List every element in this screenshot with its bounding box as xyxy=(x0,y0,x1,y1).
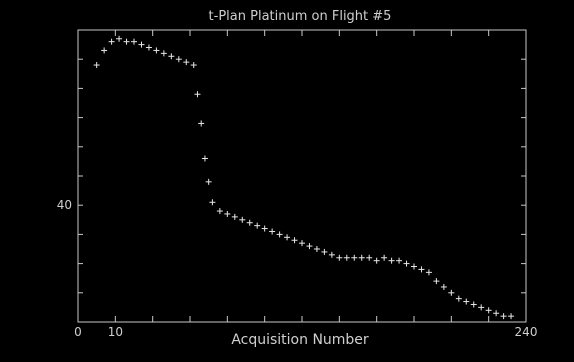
data-point xyxy=(508,313,515,320)
data-points xyxy=(93,35,515,320)
data-point xyxy=(455,295,462,302)
data-point xyxy=(463,298,470,305)
data-point xyxy=(153,47,160,54)
data-point xyxy=(183,59,190,66)
data-point xyxy=(216,208,223,215)
data-point xyxy=(93,62,100,69)
data-point xyxy=(313,246,320,252)
data-point xyxy=(448,289,455,296)
data-point xyxy=(261,225,268,232)
data-point xyxy=(485,307,492,314)
data-point xyxy=(366,254,373,261)
data-point xyxy=(388,257,395,264)
data-point xyxy=(175,56,182,63)
data-point xyxy=(198,120,205,127)
data-point xyxy=(373,257,380,264)
data-point xyxy=(269,228,276,235)
data-point xyxy=(470,301,477,308)
data-point xyxy=(321,248,328,255)
y-axis-ticks: 40 xyxy=(57,29,526,323)
data-point xyxy=(351,254,358,261)
x-tick-label: 10 xyxy=(108,325,123,339)
x-tick-label: 0 xyxy=(74,325,82,339)
y-tick-label: 40 xyxy=(57,198,72,212)
data-point xyxy=(284,234,291,241)
data-point xyxy=(194,91,201,98)
data-point xyxy=(425,269,432,276)
chart-title: t-Plan Platinum on Flight #5 xyxy=(209,9,392,24)
data-point xyxy=(108,38,115,45)
x-tick-label: 240 xyxy=(515,325,538,339)
data-point xyxy=(299,240,305,247)
data-point xyxy=(291,237,298,244)
data-point xyxy=(500,313,507,320)
plot-area xyxy=(77,29,527,323)
data-point xyxy=(336,254,343,261)
data-point xyxy=(411,263,417,270)
data-point xyxy=(190,62,197,69)
data-point xyxy=(101,47,108,54)
data-point xyxy=(160,50,167,57)
data-point xyxy=(343,254,350,261)
data-point xyxy=(403,260,410,267)
data-point xyxy=(381,254,388,261)
data-point xyxy=(493,310,500,317)
data-point xyxy=(209,199,216,206)
data-point xyxy=(231,213,238,220)
data-point xyxy=(138,41,145,48)
x-axis-ticks: 0 10 240 xyxy=(74,30,537,339)
data-point xyxy=(440,283,447,290)
data-point xyxy=(246,219,253,226)
data-point xyxy=(205,178,212,185)
data-point xyxy=(358,254,365,261)
data-point xyxy=(131,38,137,45)
data-point xyxy=(201,155,208,162)
data-point xyxy=(116,35,123,42)
data-point xyxy=(145,44,152,51)
data-point xyxy=(396,257,403,264)
x-axis-label: Acquisition Number xyxy=(231,332,369,348)
data-point xyxy=(328,251,335,258)
data-point xyxy=(168,53,175,60)
data-point xyxy=(306,243,313,250)
data-point xyxy=(123,38,130,45)
data-point xyxy=(418,266,425,273)
data-point xyxy=(433,278,440,285)
data-point xyxy=(478,304,485,311)
data-point xyxy=(224,210,231,217)
data-point xyxy=(254,222,261,229)
data-point xyxy=(276,231,283,238)
data-point xyxy=(239,216,246,223)
